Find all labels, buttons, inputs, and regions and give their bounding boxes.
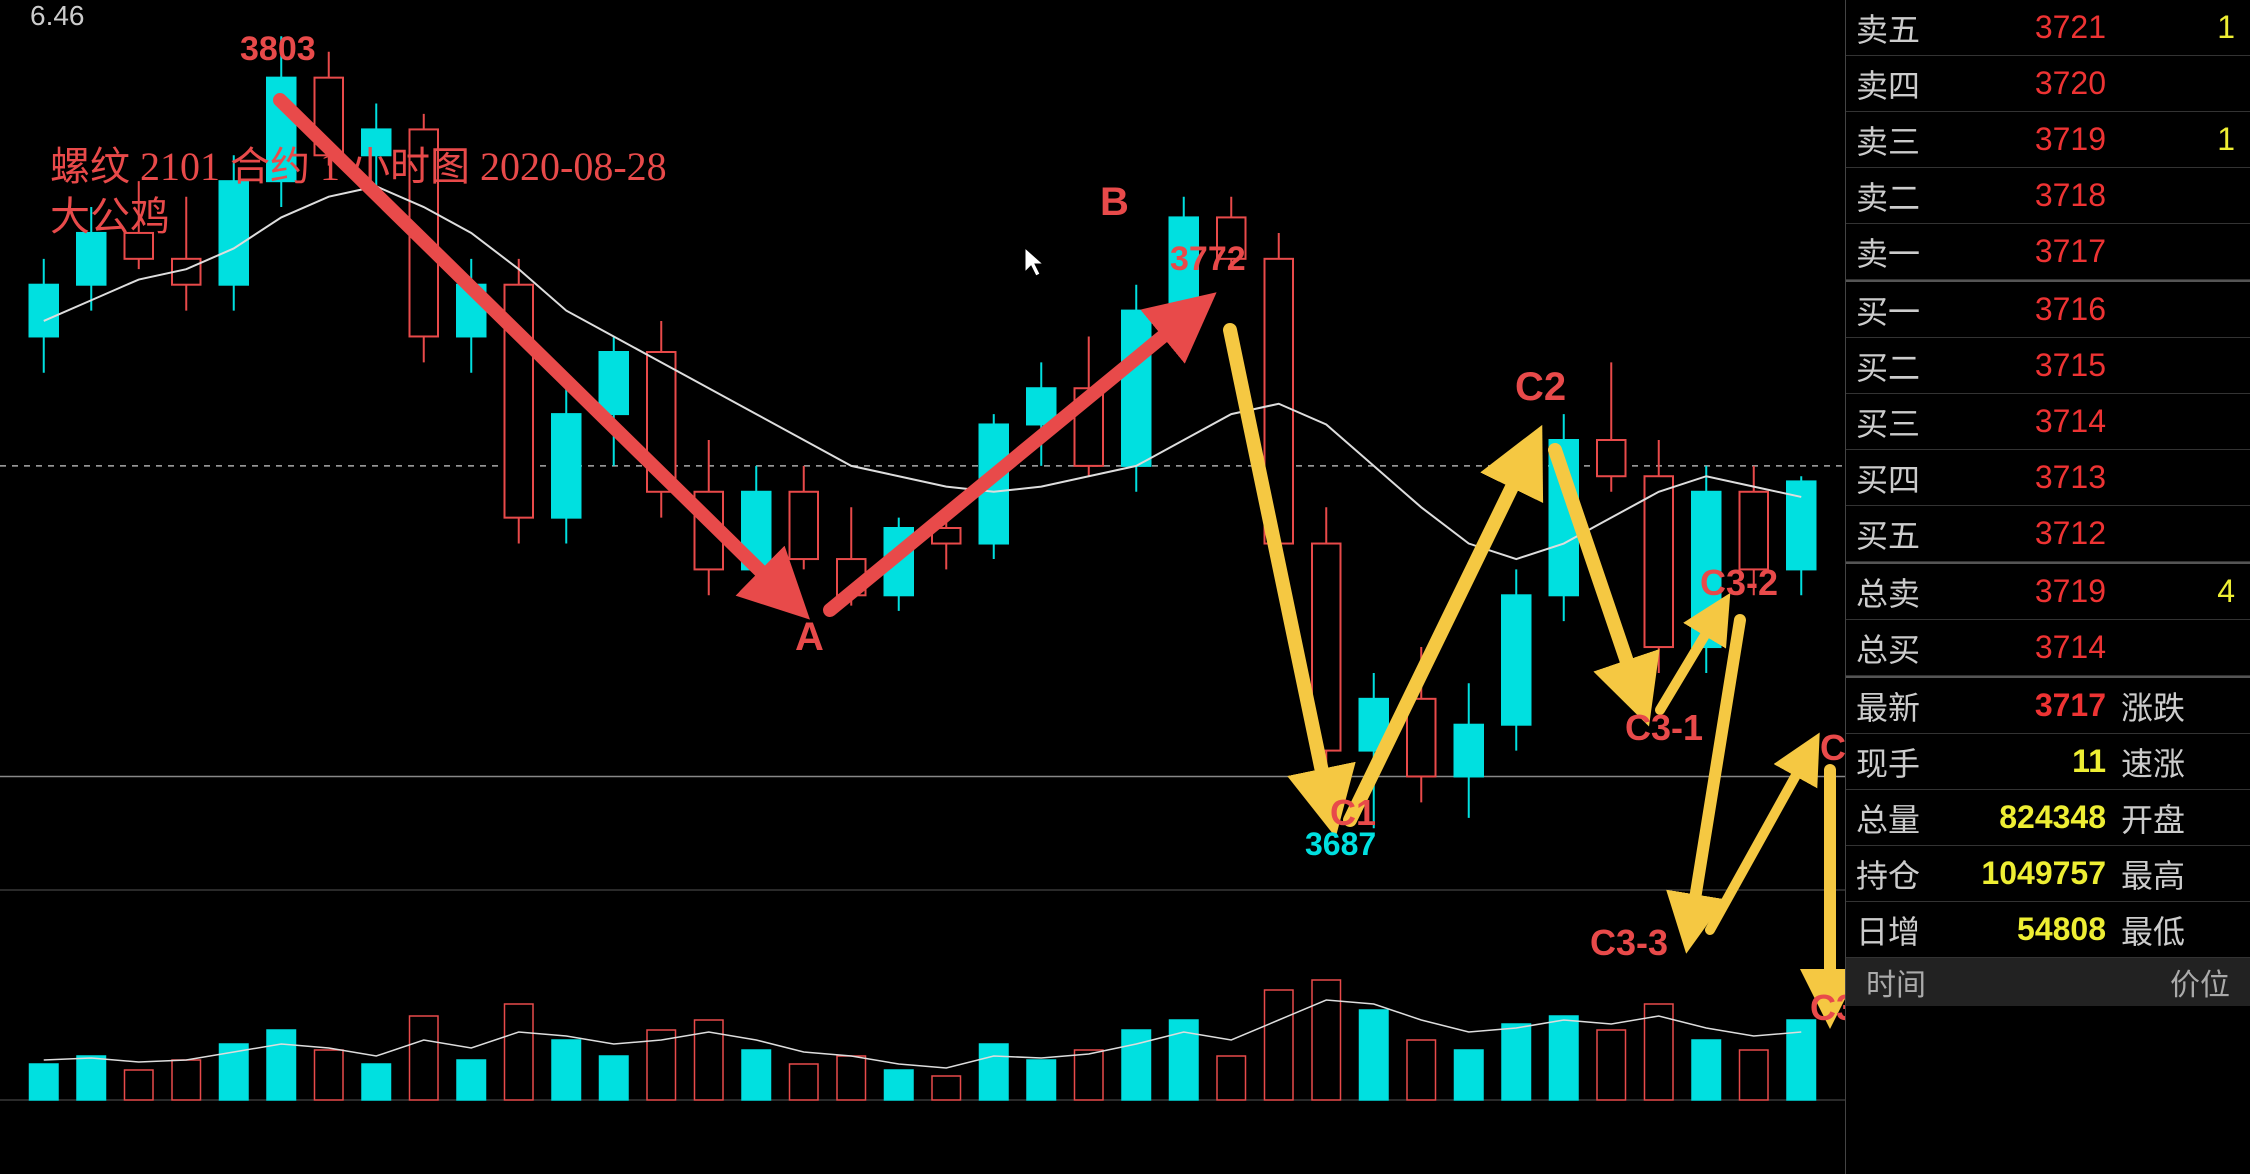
order-row[interactable]: 卖二3718 bbox=[1846, 168, 2250, 224]
svg-text:C3-5: C3-5 bbox=[1810, 987, 1845, 1028]
row-price: 3715 bbox=[1956, 347, 2106, 384]
row-label: 卖四 bbox=[1856, 61, 1956, 107]
row-label: 买三 bbox=[1856, 399, 1956, 445]
svg-text:B: B bbox=[1100, 180, 1129, 224]
stat-value: 824348 bbox=[1956, 799, 2106, 836]
stat-extra: 最高 bbox=[2106, 851, 2185, 897]
order-row[interactable]: 买三3714 bbox=[1846, 394, 2250, 450]
summary-section: 总卖37194总买3714 bbox=[1846, 562, 2250, 676]
stat-row: 持仓1049757最高 bbox=[1846, 846, 2250, 902]
row-price: 3713 bbox=[1956, 459, 2106, 496]
stat-extra: 涨跌 bbox=[2106, 683, 2185, 729]
row-price: 3720 bbox=[1956, 65, 2106, 102]
row-label: 卖五 bbox=[1856, 5, 1956, 51]
row-qty: 1 bbox=[2106, 121, 2240, 158]
svg-text:A: A bbox=[795, 615, 824, 659]
stat-value: 3717 bbox=[1956, 687, 2106, 724]
row-label: 卖三 bbox=[1856, 117, 1956, 163]
stat-row: 总量824348开盘 bbox=[1846, 790, 2250, 846]
svg-text:3772: 3772 bbox=[1170, 240, 1246, 278]
order-row[interactable]: 卖四3720 bbox=[1846, 56, 2250, 112]
row-price: 3718 bbox=[1956, 177, 2106, 214]
stat-value: 11 bbox=[1956, 743, 2106, 780]
order-book-panel: 卖五37211卖四3720卖三37191卖二3718卖一3717 买一3716买… bbox=[1845, 0, 2250, 1174]
row-price: 3721 bbox=[1956, 9, 2106, 46]
stat-label: 最新 bbox=[1856, 683, 1956, 729]
svg-text:6.46: 6.46 bbox=[30, 0, 85, 31]
stat-row: 现手11速涨 bbox=[1846, 734, 2250, 790]
chart-area[interactable]: 3803AB37723687C1C2C3-1C3-2C3-3C3-4C3-5螺纹… bbox=[0, 0, 1845, 1174]
svg-text:C1: C1 bbox=[1330, 792, 1376, 833]
svg-text:C3-1: C3-1 bbox=[1625, 707, 1703, 748]
footer-time-label: 时间 bbox=[1866, 960, 1926, 1004]
row-qty: 4 bbox=[2106, 573, 2240, 610]
row-qty: 1 bbox=[2106, 9, 2240, 46]
row-price: 3712 bbox=[1956, 515, 2106, 552]
order-row[interactable]: 买五3712 bbox=[1846, 506, 2250, 562]
stat-value: 1049757 bbox=[1956, 855, 2106, 892]
row-label: 买四 bbox=[1856, 455, 1956, 501]
svg-text:大公鸡: 大公鸡 bbox=[50, 194, 170, 239]
svg-text:3803: 3803 bbox=[240, 30, 316, 68]
row-price: 3714 bbox=[1956, 629, 2106, 666]
svg-text:C3-2: C3-2 bbox=[1700, 562, 1778, 603]
asks-section: 卖五37211卖四3720卖三37191卖二3718卖一3717 bbox=[1846, 0, 2250, 280]
row-price: 3714 bbox=[1956, 403, 2106, 440]
row-label: 总买 bbox=[1856, 625, 1956, 671]
stat-label: 持仓 bbox=[1856, 851, 1956, 897]
svg-text:C3-3: C3-3 bbox=[1590, 922, 1668, 963]
row-label: 卖二 bbox=[1856, 173, 1956, 219]
stat-row: 日增54808最低 bbox=[1846, 902, 2250, 958]
row-price: 3719 bbox=[1956, 121, 2106, 158]
stat-extra: 速涨 bbox=[2106, 739, 2185, 785]
stat-value: 54808 bbox=[1956, 911, 2106, 948]
row-price: 3716 bbox=[1956, 291, 2106, 328]
stat-label: 现手 bbox=[1856, 739, 1956, 785]
order-row[interactable]: 总卖37194 bbox=[1846, 564, 2250, 620]
row-price: 3717 bbox=[1956, 233, 2106, 270]
row-label: 总卖 bbox=[1856, 569, 1956, 615]
bids-section: 买一3716买二3715买三3714买四3713买五3712 bbox=[1846, 280, 2250, 562]
stat-label: 日增 bbox=[1856, 907, 1956, 953]
stat-row: 最新3717涨跌 bbox=[1846, 678, 2250, 734]
order-row[interactable]: 买一3716 bbox=[1846, 282, 2250, 338]
svg-text:C2: C2 bbox=[1515, 365, 1566, 409]
svg-text:C3-4: C3-4 bbox=[1820, 727, 1845, 768]
stat-extra: 最低 bbox=[2106, 907, 2185, 953]
stat-label: 总量 bbox=[1856, 795, 1956, 841]
order-row[interactable]: 卖三37191 bbox=[1846, 112, 2250, 168]
footer-price-label: 价位 bbox=[2170, 960, 2230, 1004]
svg-text:螺纹 2101 合约 1 小时图 2020-08-28: 螺纹 2101 合约 1 小时图 2020-08-28 bbox=[50, 144, 667, 189]
order-row[interactable]: 买二3715 bbox=[1846, 338, 2250, 394]
order-row[interactable]: 卖五37211 bbox=[1846, 0, 2250, 56]
order-row[interactable]: 卖一3717 bbox=[1846, 224, 2250, 280]
panel-footer: 时间 价位 bbox=[1846, 958, 2250, 1006]
stats-section: 最新3717涨跌现手11速涨总量824348开盘持仓1049757最高日增548… bbox=[1846, 676, 2250, 958]
row-label: 买二 bbox=[1856, 343, 1956, 389]
row-label: 买一 bbox=[1856, 287, 1956, 333]
order-row[interactable]: 买四3713 bbox=[1846, 450, 2250, 506]
row-label: 卖一 bbox=[1856, 229, 1956, 275]
row-price: 3719 bbox=[1956, 573, 2106, 610]
order-row[interactable]: 总买3714 bbox=[1846, 620, 2250, 676]
row-label: 买五 bbox=[1856, 511, 1956, 557]
stat-extra: 开盘 bbox=[2106, 795, 2185, 841]
